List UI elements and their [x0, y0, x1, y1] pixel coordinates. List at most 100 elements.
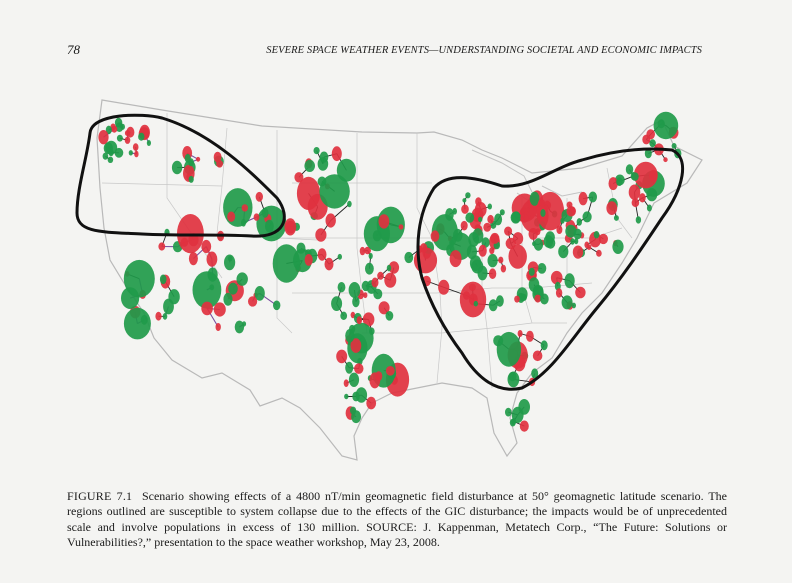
grid-node	[223, 188, 253, 227]
grid-node	[536, 191, 565, 231]
grid-node	[105, 140, 118, 155]
grid-node	[349, 324, 356, 334]
grid-node	[273, 300, 281, 311]
grid-node	[272, 244, 301, 283]
grid-node	[385, 311, 394, 321]
grid-node	[350, 311, 356, 319]
grid-node	[540, 340, 548, 351]
grid-node	[108, 149, 114, 157]
grid-node	[337, 282, 346, 293]
grid-node	[371, 277, 379, 288]
grid-node	[646, 188, 658, 202]
grid-node	[593, 231, 600, 239]
grid-node	[201, 239, 212, 254]
grid-node	[537, 263, 547, 274]
grid-node	[431, 214, 458, 251]
grid-node	[192, 271, 222, 309]
grid-node	[126, 126, 135, 138]
grid-node	[465, 192, 471, 199]
grid-node	[337, 253, 342, 260]
grid-node	[114, 147, 124, 158]
grid-node	[236, 272, 248, 286]
grid-node	[430, 230, 440, 242]
grid-node	[227, 211, 236, 222]
grid-node	[180, 237, 189, 247]
grid-node	[359, 246, 366, 256]
grid-node	[472, 228, 484, 244]
grid-node	[369, 372, 381, 389]
grid-node	[612, 239, 624, 254]
caption-text: Scenario showing effects of a 4800 nT/mi…	[67, 489, 727, 549]
grid-node	[319, 174, 350, 209]
collapse-region-northwest	[75, 113, 286, 238]
grid-node	[377, 271, 384, 280]
grid-node	[364, 246, 371, 255]
grid-node	[646, 204, 652, 212]
grid-node	[504, 226, 513, 236]
grid-node	[487, 214, 494, 224]
grid-node	[499, 209, 505, 216]
grid-node	[578, 191, 588, 206]
grid-node	[487, 253, 498, 268]
grid-node	[216, 160, 224, 168]
grid-node	[378, 301, 390, 315]
grid-node	[313, 147, 320, 155]
grid-node	[558, 245, 569, 259]
grid-node	[159, 274, 167, 285]
grid-node	[111, 125, 118, 133]
grid-node	[102, 152, 109, 160]
figure-us-power-grid-map	[62, 88, 722, 483]
grid-node	[598, 233, 609, 245]
grid-node	[368, 252, 373, 260]
grid-node	[574, 238, 579, 245]
grid-node	[107, 156, 114, 163]
grid-node	[561, 295, 573, 310]
grid-node	[505, 237, 516, 250]
grid-node	[253, 213, 260, 221]
grid-node	[350, 338, 362, 353]
grid-node	[224, 254, 236, 271]
grid-node	[304, 254, 313, 266]
grid-node	[146, 140, 151, 146]
grid-node	[461, 204, 469, 214]
grid-node	[248, 296, 258, 307]
grid-node	[138, 132, 145, 141]
grid-node	[494, 213, 503, 226]
substation-nodes	[98, 111, 682, 432]
grid-node	[344, 393, 349, 400]
grid-node	[196, 156, 201, 162]
grid-node	[114, 117, 123, 128]
grid-node	[361, 280, 370, 292]
grid-node	[317, 248, 327, 261]
grid-node	[158, 242, 166, 251]
grid-node	[649, 139, 656, 148]
grid-node	[596, 249, 602, 257]
grid-node	[528, 267, 535, 276]
grid-node	[223, 292, 233, 306]
grid-node	[473, 300, 478, 307]
grid-node	[294, 172, 304, 183]
grid-node	[351, 410, 362, 424]
grid-node	[517, 330, 523, 337]
grid-node	[588, 191, 597, 203]
grid-node	[510, 211, 521, 224]
grid-node	[215, 323, 221, 331]
grid-node	[469, 283, 476, 291]
grid-node	[340, 311, 348, 320]
grid-node	[478, 244, 487, 257]
figure-label: FIGURE 7.1	[67, 489, 133, 503]
grid-node	[564, 273, 575, 289]
grid-node	[556, 225, 563, 235]
grid-node	[519, 420, 529, 432]
grid-node	[345, 361, 354, 374]
grid-node	[365, 262, 374, 275]
grid-node	[241, 219, 246, 227]
grid-node	[265, 219, 274, 233]
collapse-region-east	[416, 147, 685, 391]
grid-node	[514, 295, 520, 303]
grid-node	[545, 237, 556, 249]
grid-node	[188, 252, 198, 266]
grid-node	[505, 407, 512, 417]
grid-node	[528, 228, 538, 240]
grid-node	[336, 158, 356, 182]
